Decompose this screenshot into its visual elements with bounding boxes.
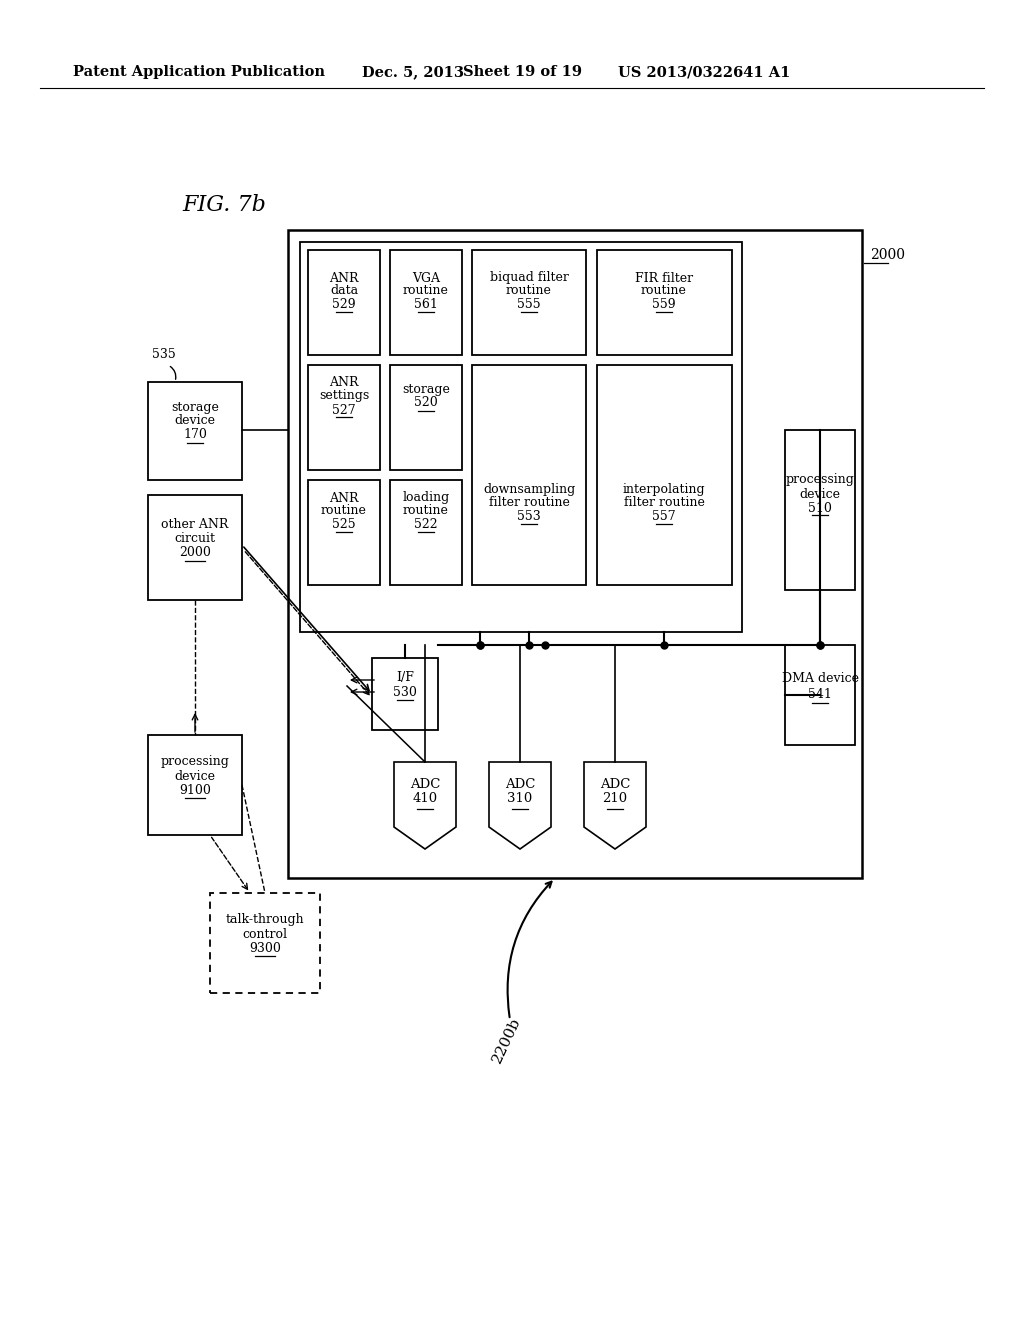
Text: 557: 557 [652, 511, 676, 524]
Bar [785, 430, 855, 590]
Text: 310: 310 [507, 792, 532, 805]
Text: 561: 561 [414, 298, 438, 312]
Text: routine: routine [506, 285, 552, 297]
Text: 510: 510 [808, 502, 831, 515]
Text: 210: 210 [602, 792, 628, 805]
Text: routine: routine [322, 504, 367, 517]
Text: FIG. 7b: FIG. 7b [182, 194, 266, 216]
Text: circuit: circuit [174, 532, 215, 545]
Polygon shape [489, 762, 551, 849]
Text: device: device [174, 414, 215, 428]
Text: 520: 520 [414, 396, 438, 409]
Bar [300, 242, 742, 632]
Bar [308, 366, 380, 470]
Text: filter routine: filter routine [624, 496, 705, 510]
Text: 9300: 9300 [249, 941, 281, 954]
Text: Patent Application Publication: Patent Application Publication [73, 65, 325, 79]
Text: 535: 535 [152, 348, 176, 362]
Text: storage: storage [171, 400, 219, 413]
Text: FIR filter: FIR filter [635, 272, 693, 285]
Text: ADC: ADC [600, 777, 630, 791]
Text: routine: routine [403, 504, 449, 517]
Text: processing: processing [161, 755, 229, 768]
Text: I/F: I/F [396, 672, 414, 685]
Text: talk-through: talk-through [225, 913, 304, 927]
Text: 2200b: 2200b [490, 1015, 523, 1065]
Text: 522: 522 [414, 519, 438, 532]
Bar [210, 894, 319, 993]
Text: ADC: ADC [410, 777, 440, 791]
Text: other ANR: other ANR [162, 519, 228, 532]
Text: ANR: ANR [330, 491, 358, 504]
Text: 170: 170 [183, 429, 207, 441]
Bar [390, 480, 462, 585]
Bar [308, 480, 380, 585]
Text: device: device [174, 770, 215, 783]
Bar [597, 249, 732, 355]
Text: 559: 559 [652, 298, 676, 312]
Bar [308, 249, 380, 355]
Text: DMA device: DMA device [781, 672, 858, 685]
Text: 529: 529 [332, 298, 355, 312]
Text: Sheet 19 of 19: Sheet 19 of 19 [463, 65, 582, 79]
Text: processing: processing [785, 474, 854, 487]
Text: 9100: 9100 [179, 784, 211, 796]
Bar [148, 735, 242, 836]
Text: routine: routine [641, 285, 687, 297]
Text: interpolating: interpolating [623, 483, 706, 496]
Text: downsampling: downsampling [483, 483, 575, 496]
Text: filter routine: filter routine [488, 496, 569, 510]
Text: 410: 410 [413, 792, 437, 805]
Text: 553: 553 [517, 511, 541, 524]
Bar [597, 366, 732, 585]
Text: US 2013/0322641 A1: US 2013/0322641 A1 [618, 65, 791, 79]
Bar [390, 249, 462, 355]
Bar [472, 366, 586, 585]
Polygon shape [584, 762, 646, 849]
Text: biquad filter: biquad filter [489, 272, 568, 285]
Text: device: device [800, 487, 841, 500]
Text: 555: 555 [517, 298, 541, 312]
Polygon shape [394, 762, 456, 849]
Bar [288, 230, 862, 878]
Text: 2000: 2000 [179, 546, 211, 560]
Text: 530: 530 [393, 685, 417, 698]
Text: loading: loading [402, 491, 450, 504]
Text: ADC: ADC [505, 777, 536, 791]
Bar [390, 366, 462, 470]
Text: routine: routine [403, 285, 449, 297]
FancyArrowPatch shape [170, 367, 176, 379]
Text: storage: storage [402, 384, 450, 396]
Text: data: data [330, 285, 358, 297]
Text: ANR: ANR [330, 376, 358, 389]
Bar [472, 249, 586, 355]
Bar [785, 645, 855, 744]
Text: ANR: ANR [330, 272, 358, 285]
Text: 525: 525 [332, 519, 355, 532]
Text: 2000: 2000 [870, 248, 905, 261]
Text: Dec. 5, 2013: Dec. 5, 2013 [362, 65, 464, 79]
Text: 541: 541 [808, 689, 831, 701]
Text: VGA: VGA [412, 272, 440, 285]
Text: 527: 527 [332, 404, 355, 417]
Bar [148, 381, 242, 480]
Text: settings: settings [318, 389, 369, 403]
Bar [148, 495, 242, 601]
Text: control: control [243, 928, 288, 940]
Bar [372, 657, 438, 730]
